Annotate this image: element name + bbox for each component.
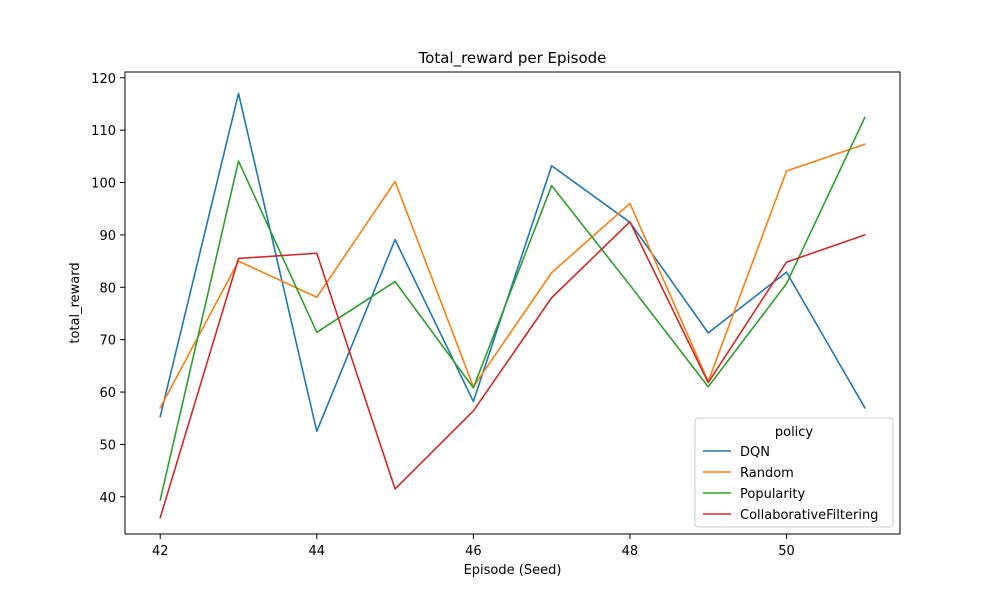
y-tick-label: 50 <box>99 438 116 453</box>
x-axis-label: Episode (Seed) <box>464 563 562 578</box>
legend: policy DQN Random Popularity CollaborativeF… <box>694 417 894 528</box>
x-tick-label: 48 <box>622 544 639 559</box>
legend-label: DQN <box>740 445 770 460</box>
plot-frame <box>124 71 901 535</box>
y-tick-label: 100 <box>91 177 116 192</box>
y-tick-label: 110 <box>91 124 116 139</box>
series-line-popularity <box>159 116 866 501</box>
series-layer <box>159 92 866 519</box>
series-line-random <box>159 143 866 409</box>
y-tick-label: 80 <box>99 281 116 296</box>
series-line-collaborativefiltering <box>159 221 866 519</box>
y-tick-label: 120 <box>91 72 116 87</box>
legend-items: DQN Random Popularity CollaborativeFilterin… <box>703 445 878 523</box>
x-axis: 42 44 46 48 50 <box>152 534 795 559</box>
y-tick-label: 40 <box>99 491 116 506</box>
x-tick-label: 50 <box>778 544 795 559</box>
y-tick-label: 70 <box>99 334 116 349</box>
y-tick-label: 60 <box>99 386 116 401</box>
y-axis: 40 50 60 70 80 90 100 110 120 <box>91 72 125 506</box>
chart-title: Total_reward per Episode <box>418 49 607 68</box>
legend-title: policy <box>775 425 814 440</box>
y-tick-label: 90 <box>99 229 116 244</box>
series-line-dqn <box>159 92 866 433</box>
legend-label: CollaborativeFiltering <box>740 508 878 523</box>
y-axis-label: total_reward <box>68 262 83 343</box>
x-tick-label: 44 <box>309 544 326 559</box>
x-tick-label: 42 <box>152 544 169 559</box>
legend-box <box>694 417 894 528</box>
legend-label: Random <box>740 466 794 481</box>
legend-label: Popularity <box>740 487 805 502</box>
x-tick-label: 46 <box>465 544 482 559</box>
